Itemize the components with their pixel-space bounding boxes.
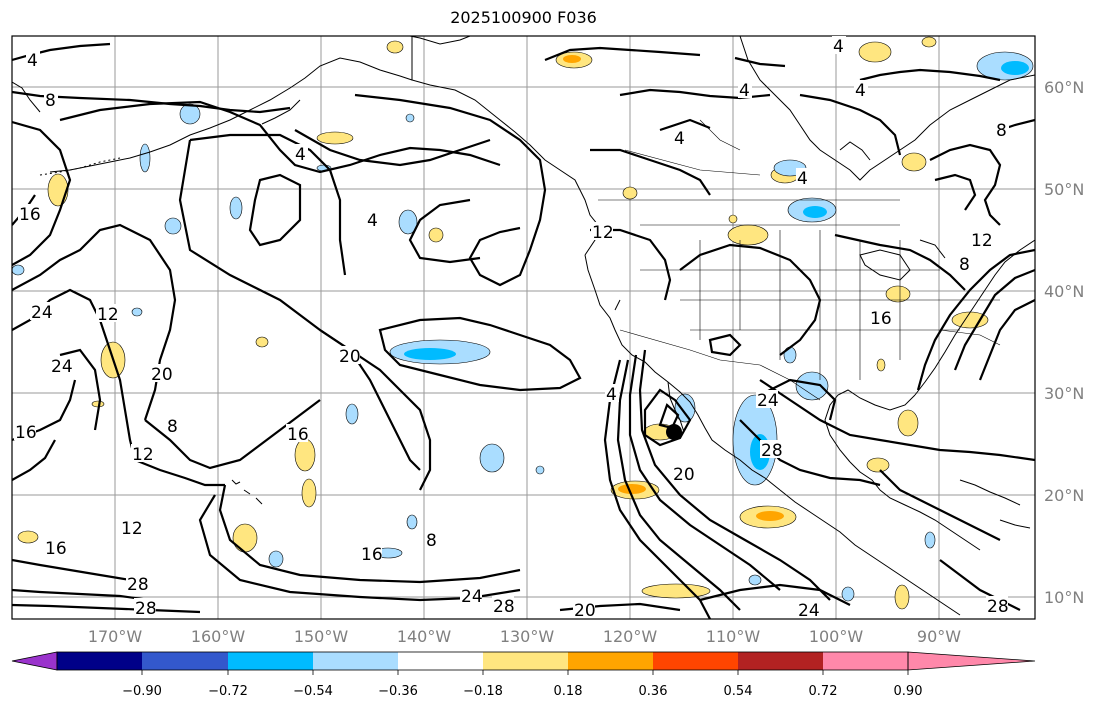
lon-label: 120°W [603,627,658,646]
shaded-anomalies [12,36,1034,610]
colorbar-segment [483,652,568,670]
lon-label: 140°W [397,627,452,646]
map-title: 2025100900 F036 [450,8,597,27]
contour-label: 16 [361,545,383,565]
contour-label: 4 [606,385,617,405]
contour-label: 20 [673,465,695,485]
contour-label: 12 [121,519,143,539]
colorbar-tick: 0.90 [894,684,923,699]
contour-label: 12 [132,445,154,465]
contour-label: 4 [27,51,38,71]
map-frame [11,35,1036,620]
colorbar-segment [653,652,738,670]
contour-label: 24 [31,303,53,323]
contour-label: 4 [367,211,378,231]
contour-label: 28 [761,441,783,461]
colorbar: −0.90 −0.72 −0.54 −0.36 −0.18 0.18 0.36 … [11,651,1036,699]
contour-lines [12,42,1035,619]
contour-label: 28 [987,597,1009,617]
colorbar-segment [823,652,908,670]
contour-label: 28 [127,575,149,595]
contour-label: 16 [19,205,41,225]
contour-label: 8 [167,417,178,437]
lat-label: 20°N [1044,486,1084,505]
contour-label: 24 [798,601,820,621]
map-panel [12,36,1035,619]
colorbar-segment [398,652,483,670]
colorbar-tick: −0.54 [293,684,333,699]
latitude-labels: 60°N 50°N 40°N 30°N 20°N 10°N [1044,78,1084,607]
colorbar-tick: −0.18 [463,684,503,699]
lon-label: 100°W [809,627,864,646]
lon-label: 160°W [191,627,246,646]
colorbar-segment [57,652,142,670]
contour-label: 4 [797,169,808,189]
colorbar-tick: 0.36 [639,684,668,699]
storm-center-marker [666,424,682,440]
contour-label: 8 [959,255,970,275]
contour-label: 12 [97,305,119,325]
contour-label: 24 [757,391,779,411]
borders [598,119,1001,401]
contour-label: 8 [45,91,56,111]
lon-label: 150°W [294,627,349,646]
contour-label: 16 [15,423,37,443]
lat-label: 30°N [1044,384,1084,403]
lon-label: 90°W [917,627,961,646]
contour-label: 8 [426,531,437,551]
contour-label: 4 [739,81,750,101]
colorbar-segment [142,652,228,670]
colorbar-tick: 0.72 [809,684,838,699]
colorbar-tick: −0.36 [378,684,418,699]
lon-label: 130°W [500,627,555,646]
contour-label: 12 [592,223,614,243]
colorbar-tick: 0.18 [554,684,583,699]
colorbar-segment [738,652,823,670]
longitude-labels: 170°W 160°W 150°W 140°W 130°W 120°W 110°… [88,627,961,646]
contour-label: 20 [574,601,596,621]
contour-label: 24 [461,587,483,607]
contour-label: 12 [971,231,993,251]
lat-label: 60°N [1044,78,1084,97]
contour-label: 4 [295,145,306,165]
lat-label: 10°N [1044,588,1084,607]
coastlines [12,36,1035,616]
colorbar-tick: −0.72 [208,684,248,699]
lon-label: 110°W [706,627,761,646]
contour-label: 24 [51,357,73,377]
contour-label: 4 [833,37,844,57]
colorbar-segment [568,652,653,670]
contour-label: 28 [135,599,157,619]
lon-label: 170°W [88,627,143,646]
colorbar-tick: 0.54 [724,684,753,699]
contour-label: 28 [493,597,515,617]
contour-label-group: 4 4 8 4 4 4 4 4 8 12 24 12 20 24 20 16 1… [14,36,1009,621]
contour-label: 4 [674,129,685,149]
contour-label: 20 [151,365,173,385]
contour-label: 4 [855,81,866,101]
lat-label: 40°N [1044,282,1084,301]
colorbar-extend-max [907,651,1036,671]
colorbar-extend-min [11,651,58,671]
contour-label: 20 [339,347,361,367]
contour-label: 16 [45,539,67,559]
contour-label: 16 [870,309,892,329]
colorbar-segment [313,652,398,670]
contour-label: 8 [996,121,1007,141]
contour-label: 16 [287,425,309,445]
colorbar-segment [228,652,313,670]
colorbar-tick: −0.90 [122,684,162,699]
lat-label: 50°N [1044,180,1084,199]
